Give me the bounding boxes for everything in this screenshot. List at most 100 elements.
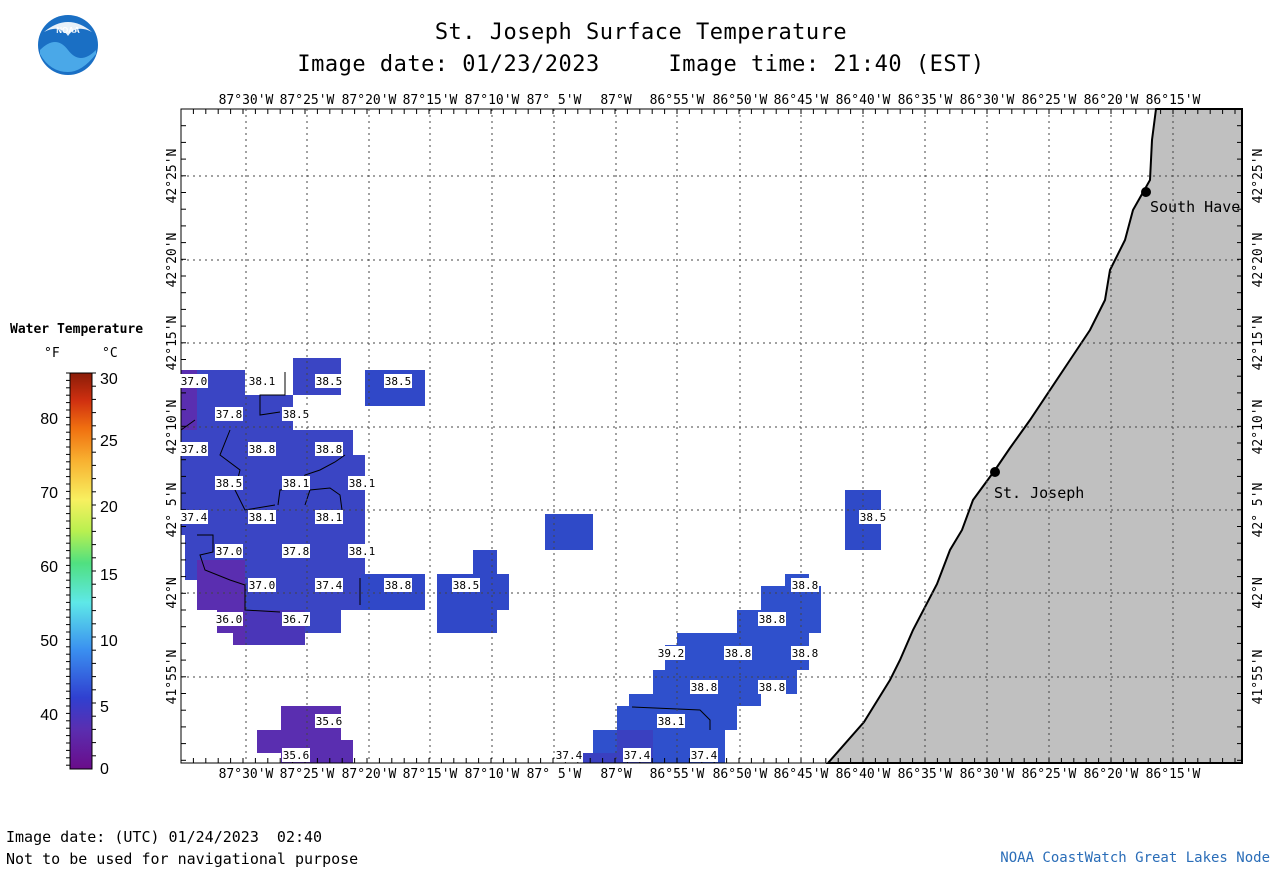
longitude-label: 86°50'W	[713, 767, 768, 782]
place-label-st-joseph: St. Joseph	[994, 484, 1084, 502]
longitude-label: 87°10'W	[465, 767, 520, 782]
latitude-label: 42°15'N	[1251, 316, 1266, 371]
longitude-label: 86°20'W	[1084, 767, 1139, 782]
longitude-label: 87° 5'W	[527, 767, 582, 782]
temperature-label: 38.1	[249, 511, 276, 524]
logo-lettering: NOAA	[56, 26, 80, 35]
temperature-label: 38.5	[453, 579, 480, 592]
axis-ticks	[180, 108, 1242, 763]
longitude-label: 86°40'W	[836, 93, 891, 108]
latitude-labels-left: 42°25'N 42°20'N 42°15'N 42°10'N 42° 5'N 42°N 4…	[165, 149, 180, 705]
temperature-label: 38.8	[316, 443, 343, 456]
temperature-label-bg	[282, 748, 310, 762]
temperature-label: 38.8	[759, 681, 786, 694]
temperature-label-bg	[690, 680, 718, 694]
latitude-label: 42° 5'N	[1251, 483, 1266, 538]
temperature-label-bg	[315, 510, 343, 524]
longitude-label: 87° 5'W	[527, 93, 582, 108]
longitude-label: 86°55'W	[650, 93, 705, 108]
longitude-label: 86°20'W	[1084, 93, 1139, 108]
south-haven-marker	[1141, 187, 1151, 197]
latitude-label: 42°20'N	[1251, 233, 1266, 288]
map-frame	[180, 108, 1243, 764]
temperature-label-bg	[315, 714, 343, 728]
temperature-label: 38.1	[316, 511, 343, 524]
temperature-label-bg	[623, 748, 651, 762]
longitude-label: 86°50'W	[713, 93, 768, 108]
temperature-label: 37.4	[556, 749, 583, 762]
temperature-label: 37.0	[216, 545, 243, 558]
temperature-label-bg	[215, 544, 243, 558]
credit-link[interactable]: NOAA CoastWatch Great Lakes Node	[1000, 850, 1270, 866]
temperature-label: 38.1	[349, 477, 376, 490]
longitude-label: 86°45'W	[774, 93, 829, 108]
temperature-label-bg	[384, 578, 412, 592]
c-tick-20: 20	[100, 499, 118, 516]
c-tick-25: 25	[100, 433, 118, 450]
map-title: St. Joseph Surface Temperature	[434, 20, 848, 45]
noaa-logo: NOAA	[38, 15, 98, 75]
latitude-label: 42° 5'N	[165, 483, 180, 538]
temperature-label-bg	[248, 374, 276, 388]
temperature-label: 36.7	[283, 613, 310, 626]
latitude-label: 42°20'N	[165, 233, 180, 288]
temperature-label-bg	[282, 612, 310, 626]
longitude-label: 86°15'W	[1146, 93, 1201, 108]
temperature-label: 37.4	[691, 749, 718, 762]
legend-title: Water Temperature	[10, 322, 144, 337]
st-joseph-marker	[990, 467, 1000, 477]
temperature-label-bg	[657, 646, 685, 660]
latitude-label: 42°10'N	[1251, 400, 1266, 455]
longitude-label: 87°30'W	[219, 767, 274, 782]
temperature-label: 35.6	[283, 749, 310, 762]
longitude-label: 87°10'W	[465, 93, 520, 108]
temperature-label: 37.4	[316, 579, 343, 592]
temperature-label-bg	[282, 544, 310, 558]
temperature-label-bg	[452, 578, 480, 592]
longitude-label: 86°30'W	[960, 767, 1015, 782]
longitude-labels-top: 87°30'W 87°25'W 87°20'W 87°15'W 87°10'W 87° 5…	[219, 93, 1201, 108]
temperature-label-bg	[859, 510, 887, 524]
temperature-label-bg	[758, 680, 786, 694]
longitude-label: 87°20'W	[342, 93, 397, 108]
temperature-label: 38.1	[249, 375, 276, 388]
temperature-label: 37.8	[283, 545, 310, 558]
temperature-label: 38.5	[860, 511, 887, 524]
c-tick-10: 10	[100, 633, 118, 650]
f-tick-60: 60	[40, 559, 58, 576]
temperature-label-bg	[384, 374, 412, 388]
longitude-label: 87°15'W	[403, 93, 458, 108]
longitude-label: 86°35'W	[898, 93, 953, 108]
temperature-label: 38.1	[349, 545, 376, 558]
temperature-label: 38.8	[792, 647, 819, 660]
c-tick-0: 0	[100, 761, 109, 778]
temperature-label-bg	[690, 748, 718, 762]
temperature-label-bg	[791, 646, 819, 660]
image-date-subtitle: Image date: 01/23/2023 Image time: 21:40…	[297, 52, 985, 77]
navigation-disclaimer: Not to be used for navigational purpose	[6, 850, 359, 868]
c-tick-30: 30	[100, 371, 118, 388]
longitude-label: 87°30'W	[219, 93, 274, 108]
temperature-label-bg	[348, 544, 376, 558]
temperature-label-bg	[248, 510, 276, 524]
temperature-label-bg	[791, 578, 819, 592]
temperature-label: 38.1	[283, 477, 310, 490]
latitude-label: 42°N	[165, 577, 180, 608]
temperature-label-bg	[282, 476, 310, 490]
f-tick-40: 40	[40, 707, 58, 724]
utc-image-date: Image date: (UTC) 01/24/2023 02:40	[6, 828, 323, 846]
longitude-label: 87°W	[600, 767, 631, 782]
f-tick-80: 80	[40, 411, 58, 428]
legend-unit-c: °C	[102, 346, 118, 361]
longitude-label: 87°W	[600, 93, 631, 108]
temperature-label-bg	[555, 748, 583, 762]
longitude-label: 87°25'W	[280, 93, 335, 108]
f-tick-50: 50	[40, 633, 58, 650]
temperature-label-bg	[180, 442, 208, 456]
temperature-label-bg	[180, 510, 208, 524]
temperature-label-bg	[215, 407, 243, 421]
temperature-label: 38.5	[316, 375, 343, 388]
colorbar-ticks	[66, 372, 96, 766]
longitude-label: 86°40'W	[836, 767, 891, 782]
longitude-label: 87°15'W	[403, 767, 458, 782]
